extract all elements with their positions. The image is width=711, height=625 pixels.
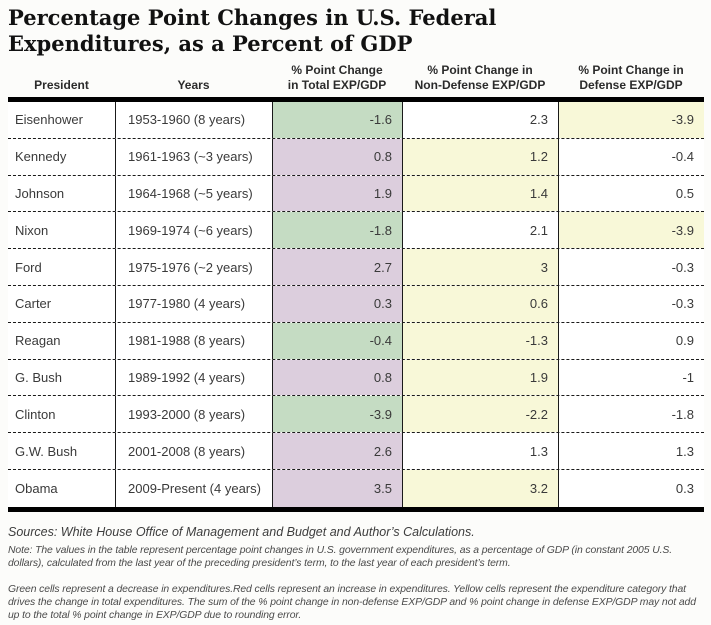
president-cell: Reagan (8, 322, 115, 359)
defense-exp-cell: -3.9 (558, 212, 704, 249)
table-row: Kennedy 1961-1963 (~3 years) 0.8 1.2 -0.… (8, 138, 704, 176)
table-row: Johnson 1964-1968 (~5 years) 1.9 1.4 0.5 (8, 175, 704, 213)
total-exp-cell: 1.9 (272, 175, 402, 212)
nondefense-exp-cell: 1.4 (402, 175, 558, 212)
total-exp-cell: -3.9 (272, 396, 402, 433)
header-rule (8, 97, 704, 102)
col-header-president: President (34, 77, 89, 92)
table-row: Obama 2009-Present (4 years) 3.5 3.2 0.3 (8, 469, 704, 507)
president-cell: Obama (8, 469, 115, 507)
table-footer: Sources: White House Office of Managemen… (8, 525, 706, 622)
years-cell: 1989-1992 (4 years) (115, 359, 272, 396)
nondefense-exp-cell: 2.1 (402, 212, 558, 249)
defense-exp-cell: -0.3 (558, 285, 704, 322)
years-cell: 1993-2000 (8 years) (115, 396, 272, 433)
years-cell: 1969-1974 (~6 years) (115, 212, 272, 249)
col-header-nondefense-exp: % Point Change in Non-Defense EXP/GDP (414, 63, 546, 92)
defense-exp-cell: -3.9 (558, 102, 704, 138)
president-cell: Ford (8, 249, 115, 285)
table-row: Clinton 1993-2000 (8 years) -3.9 -2.2 -1… (8, 396, 704, 434)
total-exp-cell: 0.8 (272, 138, 402, 175)
years-cell: 1964-1968 (~5 years) (115, 175, 272, 212)
total-exp-cell: 0.8 (272, 359, 402, 396)
defense-exp-cell: 0.9 (558, 322, 704, 359)
table-row: Eisenhower 1953-1960 (8 years) -1.6 2.3 … (8, 102, 704, 139)
years-cell: 1975-1976 (~2 years) (115, 249, 272, 285)
total-exp-cell: -1.6 (272, 102, 402, 138)
president-cell: G. Bush (8, 359, 115, 396)
table-header-row: President Years % Point Change in Total … (8, 63, 704, 97)
table-row: G. Bush 1989-1992 (4 years) 0.8 1.9 -1 (8, 359, 704, 397)
years-cell: 2001-2008 (8 years) (115, 433, 272, 469)
color-legend-note: Green cells represent a decrease in expe… (8, 583, 696, 621)
years-cell: 1961-1963 (~3 years) (115, 138, 272, 175)
table-row: Reagan 1981-1988 (8 years) -0.4 -1.3 0.9 (8, 322, 704, 360)
bottom-rule (8, 506, 704, 512)
years-cell: 1981-1988 (8 years) (115, 322, 272, 359)
defense-exp-cell: -1 (558, 359, 704, 396)
years-cell: 1953-1960 (8 years) (115, 102, 272, 138)
president-cell: G.W. Bush (8, 433, 115, 469)
total-exp-cell: 0.3 (272, 285, 402, 322)
table-row: G.W. Bush 2001-2008 (8 years) 2.6 1.3 1.… (8, 433, 704, 470)
nondefense-exp-cell: 0.6 (402, 285, 558, 322)
nondefense-exp-cell: -2.2 (402, 396, 558, 433)
table-row: Carter 1977-1980 (4 years) 0.3 0.6 -0.3 (8, 285, 704, 323)
defense-exp-cell: 0.3 (558, 469, 704, 507)
president-cell: Carter (8, 285, 115, 322)
defense-exp-cell: -1.8 (558, 396, 704, 433)
defense-exp-cell: 1.3 (558, 433, 704, 469)
sources-note: Sources: White House Office of Managemen… (8, 524, 475, 539)
years-cell: 1977-1980 (4 years) (115, 285, 272, 322)
president-cell: Kennedy (8, 138, 115, 175)
defense-exp-cell: -0.3 (558, 249, 704, 285)
nondefense-exp-cell: 3 (402, 249, 558, 285)
total-exp-cell: 2.7 (272, 249, 402, 285)
nondefense-exp-cell: 1.2 (402, 138, 558, 175)
nondefense-exp-cell: 1.3 (402, 433, 558, 469)
defense-exp-cell: 0.5 (558, 175, 704, 212)
nondefense-exp-cell: 1.9 (402, 359, 558, 396)
years-cell: 2009-Present (4 years) (115, 469, 272, 507)
total-exp-cell: 3.5 (272, 469, 402, 507)
nondefense-exp-cell: 3.2 (402, 469, 558, 507)
total-exp-cell: -1.8 (272, 212, 402, 249)
total-exp-cell: 2.6 (272, 433, 402, 469)
expenditures-table: President Years % Point Change in Total … (8, 63, 704, 512)
total-exp-cell: -0.4 (272, 322, 402, 359)
table-row: Nixon 1969-1974 (~6 years) -1.8 2.1 -3.9 (8, 212, 704, 250)
nondefense-exp-cell: -1.3 (402, 322, 558, 359)
col-header-years: Years (177, 77, 210, 92)
page-title: Percentage Point Changes in U.S. Federal… (8, 5, 497, 56)
president-cell: Nixon (8, 212, 115, 249)
table-body: Eisenhower 1953-1960 (8 years) -1.6 2.3 … (8, 102, 704, 507)
methodology-note: Note: The values in the table represent … (8, 544, 672, 569)
nondefense-exp-cell: 2.3 (402, 102, 558, 138)
col-header-defense-exp: % Point Change in Defense EXP/GDP (578, 63, 684, 92)
table-row: Ford 1975-1976 (~2 years) 2.7 3 -0.3 (8, 249, 704, 286)
col-header-total-exp: % Point Change in Total EXP/GDP (287, 63, 387, 92)
president-cell: Clinton (8, 396, 115, 433)
president-cell: Johnson (8, 175, 115, 212)
defense-exp-cell: -0.4 (558, 138, 704, 175)
president-cell: Eisenhower (8, 102, 115, 138)
